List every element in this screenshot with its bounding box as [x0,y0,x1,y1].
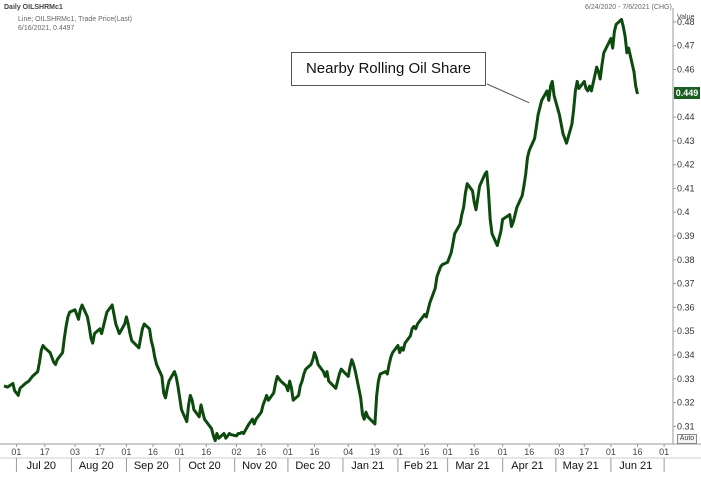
date-range-label: 6/24/2020 - 7/6/2021 (CHG) [585,4,672,11]
x-month-label: Nov 20 [242,460,277,472]
y-tick-label: 0.46 [677,64,695,74]
x-day-tick-label: 01 [283,447,293,457]
x-day-tick-label: 01 [11,447,21,457]
y-tick-label: 0.42 [677,160,695,170]
x-day-tick-label: 01 [498,447,508,457]
y-tick-label: 0.37 [677,279,695,289]
x-day-tick-label: 16 [310,447,320,457]
chart-title: Daily OILSHRMc1 [4,4,63,11]
series-layer [3,18,639,443]
series-description: Line; OILSHRMc1, Trade Price(Last) [18,16,132,23]
y-tick-label: 0.36 [677,302,695,312]
y-tick-label: 0.4 [677,207,690,217]
y-tick-label: 0.35 [677,326,695,336]
x-day-tick-label: 01 [175,447,185,457]
x-day-tick-label: 03 [554,447,564,457]
x-day-tick-label: 01 [443,447,453,457]
series-annotation: Nearby Rolling Oil Share [291,52,486,86]
x-day-tick-label: 16 [148,447,158,457]
x-day-tick-label: 04 [343,447,353,457]
annotation-pointer-line [486,83,530,104]
y-tick-label: 0.47 [677,41,695,51]
x-month-label: Jan 21 [351,460,384,472]
x-month-label: Jul 20 [27,460,56,472]
x-day-tick-label: 16 [256,447,266,457]
x-month-label: Feb 21 [404,460,438,472]
y-tick-label: 0.33 [677,374,695,384]
auto-scale-button[interactable]: Auto [677,434,697,444]
x-month-label: Aug 20 [79,460,114,472]
y-tick-label: 0.39 [677,231,695,241]
y-tick-label: 0.48 [677,17,695,27]
y-tick-label: 0.34 [677,350,695,360]
x-axis: 01 17 03 17 01 16 01 16 02 16 01 16 04 19 01 16 01 16 01 16… [11,444,669,472]
y-tick-label: 0.38 [677,255,695,265]
x-day-tick-label: 16 [201,447,211,457]
x-day-tick-label: 01 [121,447,131,457]
y-tick-label: 0.41 [677,183,695,193]
x-day-tick-label: 02 [231,447,241,457]
y-tick-label: 0.44 [677,112,695,122]
x-day-tick-label: 01 [659,447,669,457]
x-month-label: Mar 21 [455,460,489,472]
y-tick-label: 0.32 [677,398,695,408]
series-line [3,18,639,443]
x-day-tick-label: 01 [393,447,403,457]
y-axis: 0.31 0.32 0.33 0.34 0.35 0.36 0.37 0.38 0.39 0.4 0… [673,17,695,431]
x-month-label: Sep 20 [134,460,169,472]
x-day-tick-label: 01 [606,447,616,457]
x-day-tick-label: 17 [40,447,50,457]
x-month-label: Oct 20 [188,460,220,472]
x-day-tick-label: 16 [469,447,479,457]
x-day-tick-label: 03 [70,447,80,457]
x-day-tick-label: 17 [579,447,589,457]
value-axis-title: Value [677,14,695,21]
x-day-tick-label: 16 [524,447,534,457]
x-day-tick-label: 16 [420,447,430,457]
x-day-tick-label: 19 [370,447,380,457]
x-day-tick-label: 17 [95,447,105,457]
x-month-label: Jun 21 [619,460,652,472]
x-month-label: Dec 20 [295,460,330,472]
cursor-readout: 6/16/2021, 0.4497 [18,25,75,32]
y-tick-label: 0.43 [677,136,695,146]
x-month-label: Apr 21 [511,460,543,472]
annotation-pointer [486,83,530,104]
x-month-label: May 21 [563,460,599,472]
x-day-tick-label: 16 [633,447,643,457]
y-tick-label: 0.31 [677,421,695,431]
last-value-badge: 0.449 [674,87,700,99]
